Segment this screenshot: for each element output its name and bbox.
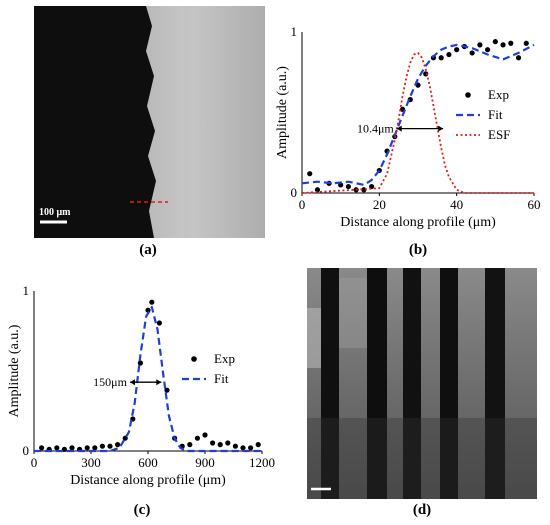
exp-data-point	[307, 171, 313, 177]
exp-data-point	[485, 47, 491, 53]
exp-data-point	[240, 445, 246, 451]
exp-data-point	[210, 440, 216, 446]
exp-data-point	[438, 55, 444, 61]
exp-data-point	[232, 443, 238, 449]
y-axis-label: Amplitude (a.u.)	[7, 324, 22, 417]
exp-data-point	[61, 446, 67, 452]
exp-data-point	[477, 42, 483, 48]
exp-data-point	[115, 442, 121, 448]
arrow-head-right	[156, 379, 162, 386]
exp-data-point	[508, 40, 514, 46]
legend-label-exp: Exp	[488, 87, 509, 102]
exp-data-point	[423, 71, 429, 77]
x-tick-label: 1200	[249, 455, 275, 470]
esf-series-line	[301, 52, 534, 194]
x-tick-label: 0	[299, 197, 306, 212]
x-tick-label: 0	[31, 455, 38, 470]
y-tick-label: 1	[291, 24, 298, 39]
exp-data-point	[187, 442, 193, 448]
chart-b: 0 20 40 60 0 1 Distance along profile (μm) Ampl…	[275, 24, 541, 230]
exp-data-point	[137, 360, 143, 366]
exp-data-point	[202, 432, 208, 438]
y-tick-label: 0	[23, 443, 30, 458]
panel-label-c: (c)	[133, 502, 151, 518]
x-tick-label: 20	[373, 197, 386, 212]
panel-label-d: (d)	[412, 502, 432, 518]
exp-data-point	[314, 187, 321, 193]
width-annotation: 150μm	[93, 375, 127, 389]
exp-data-point	[156, 320, 162, 326]
exp-data-point	[145, 307, 151, 313]
stripe-target-image	[307, 268, 537, 499]
width-annotation: 10.4μm	[357, 122, 394, 136]
exp-data-point	[500, 42, 506, 48]
x-tick-label: 900	[195, 455, 215, 470]
y-axis-label: Amplitude (a.u.)	[275, 66, 290, 159]
x-tick-label: 600	[138, 455, 158, 470]
exp-data-point	[492, 39, 498, 45]
panel-label-a: (a)	[139, 242, 157, 258]
exp-data-point	[122, 435, 128, 441]
micrograph-edge-image: 100 μm	[34, 6, 265, 238]
exp-data-point	[454, 47, 460, 53]
chart-c: 0 300 600 900 1200 0 1 Distance along profile (…	[7, 283, 275, 488]
exp-data-point	[69, 445, 75, 451]
exp-data-point	[39, 445, 45, 451]
exp-data-point	[107, 443, 113, 449]
exp-data-point	[446, 51, 452, 58]
fit-series-line	[34, 305, 262, 453]
exp-data-point	[99, 443, 105, 449]
exp-data-point	[164, 387, 170, 393]
legend-marker-exp	[465, 92, 471, 98]
exp-data-point	[523, 40, 529, 46]
exp-data-point	[469, 50, 475, 56]
y-tick-label: 0	[291, 185, 298, 200]
panel-label-b: (b)	[408, 242, 428, 258]
exp-data-point	[255, 442, 261, 448]
exp-data-point	[194, 435, 200, 441]
exp-data-point	[248, 445, 254, 451]
legend-marker-exp	[191, 356, 197, 362]
legend-label-esf: ESF	[488, 127, 510, 142]
arrow-head-right	[438, 125, 444, 132]
exp-data-point	[149, 299, 155, 305]
scale-bar-label: 100 μm	[39, 207, 71, 218]
x-axis-label: Distance along profile (μm)	[70, 473, 226, 488]
exp-data-point	[54, 445, 60, 451]
exp-data-point	[345, 183, 351, 190]
edge-image-drawing	[34, 6, 265, 238]
y-tick-label: 1	[23, 283, 30, 298]
stripe-image-drawing	[307, 268, 537, 499]
arrow-head-left	[129, 379, 135, 386]
x-tick-label: 300	[81, 455, 101, 470]
legend-label-fit: Fit	[488, 107, 503, 122]
legend-label-fit: Fit	[214, 371, 229, 386]
exp-data-point	[225, 440, 231, 446]
x-tick-label: 40	[450, 197, 463, 212]
legend-label-exp: Exp	[214, 351, 235, 366]
exp-data-point	[217, 442, 223, 448]
exp-data-point	[515, 55, 522, 61]
exp-data-point	[92, 445, 98, 451]
x-axis-label: Distance along profile (μm)	[340, 215, 496, 230]
x-tick-label: 60	[528, 197, 541, 212]
arrow-head-left	[396, 125, 402, 132]
exp-data-point	[84, 445, 90, 451]
